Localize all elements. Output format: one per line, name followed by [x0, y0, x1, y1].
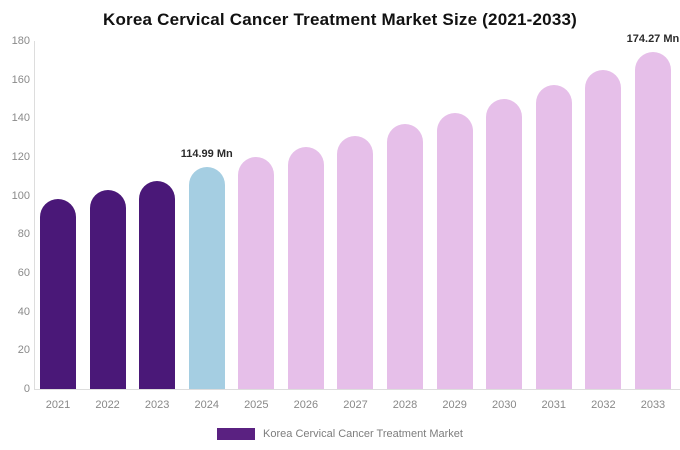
x-tick-label: 2022	[95, 399, 120, 411]
y-tick-label: 0	[23, 383, 30, 395]
bar-2021	[40, 198, 76, 389]
bar-2029	[436, 112, 473, 389]
y-tick-label: 180	[11, 35, 30, 47]
value-label-2033: 174.27 Mn	[626, 33, 680, 46]
x-tick-label: 2027	[343, 399, 368, 411]
x-tick-label: 2025	[244, 399, 269, 411]
bar-2026	[287, 147, 324, 389]
bar-2027	[337, 135, 374, 389]
bar-2032	[585, 70, 622, 389]
x-tick-label: 2029	[442, 399, 467, 411]
bar-2033	[634, 52, 671, 389]
bar-2022	[89, 189, 126, 389]
value-label-2024: 114.99 Mn	[180, 147, 233, 160]
y-axis-line	[34, 41, 35, 389]
y-tick-label: 120	[11, 151, 30, 163]
legend-label: Korea Cervical Cancer Treatment Market	[263, 428, 463, 440]
bar-2031	[535, 85, 572, 389]
legend: Korea Cervical Cancer Treatment Market	[0, 426, 680, 442]
x-tick-label: 2024	[194, 399, 219, 411]
y-tick-label: 20	[17, 344, 30, 357]
y-tick-label: 60	[17, 267, 30, 279]
x-tick-label: 2028	[392, 399, 418, 411]
bar-2025	[238, 157, 275, 389]
bar-2023	[139, 181, 176, 389]
x-tick-label: 2032	[591, 399, 616, 411]
y-tick-label: 100	[11, 189, 30, 202]
x-tick-label: 2030	[491, 399, 517, 411]
x-tick-label: 2023	[144, 399, 170, 411]
x-axis-line	[34, 389, 680, 390]
x-tick-label: 2033	[640, 399, 666, 411]
x-tick-label: 2031	[541, 399, 567, 411]
x-tick-label: 2021	[45, 399, 71, 411]
y-tick-label: 140	[11, 112, 30, 125]
y-tick-label: 160	[11, 73, 30, 86]
bar-2024	[188, 166, 225, 389]
y-tick-label: 40	[17, 305, 30, 318]
y-tick-label: 80	[17, 228, 30, 241]
bar-2030	[486, 99, 523, 389]
chart-title: Korea Cervical Cancer Treatment Market S…	[102, 10, 577, 29]
bar-2028	[387, 124, 424, 389]
legend-swatch	[217, 428, 256, 440]
x-tick-label: 2026	[293, 399, 319, 411]
